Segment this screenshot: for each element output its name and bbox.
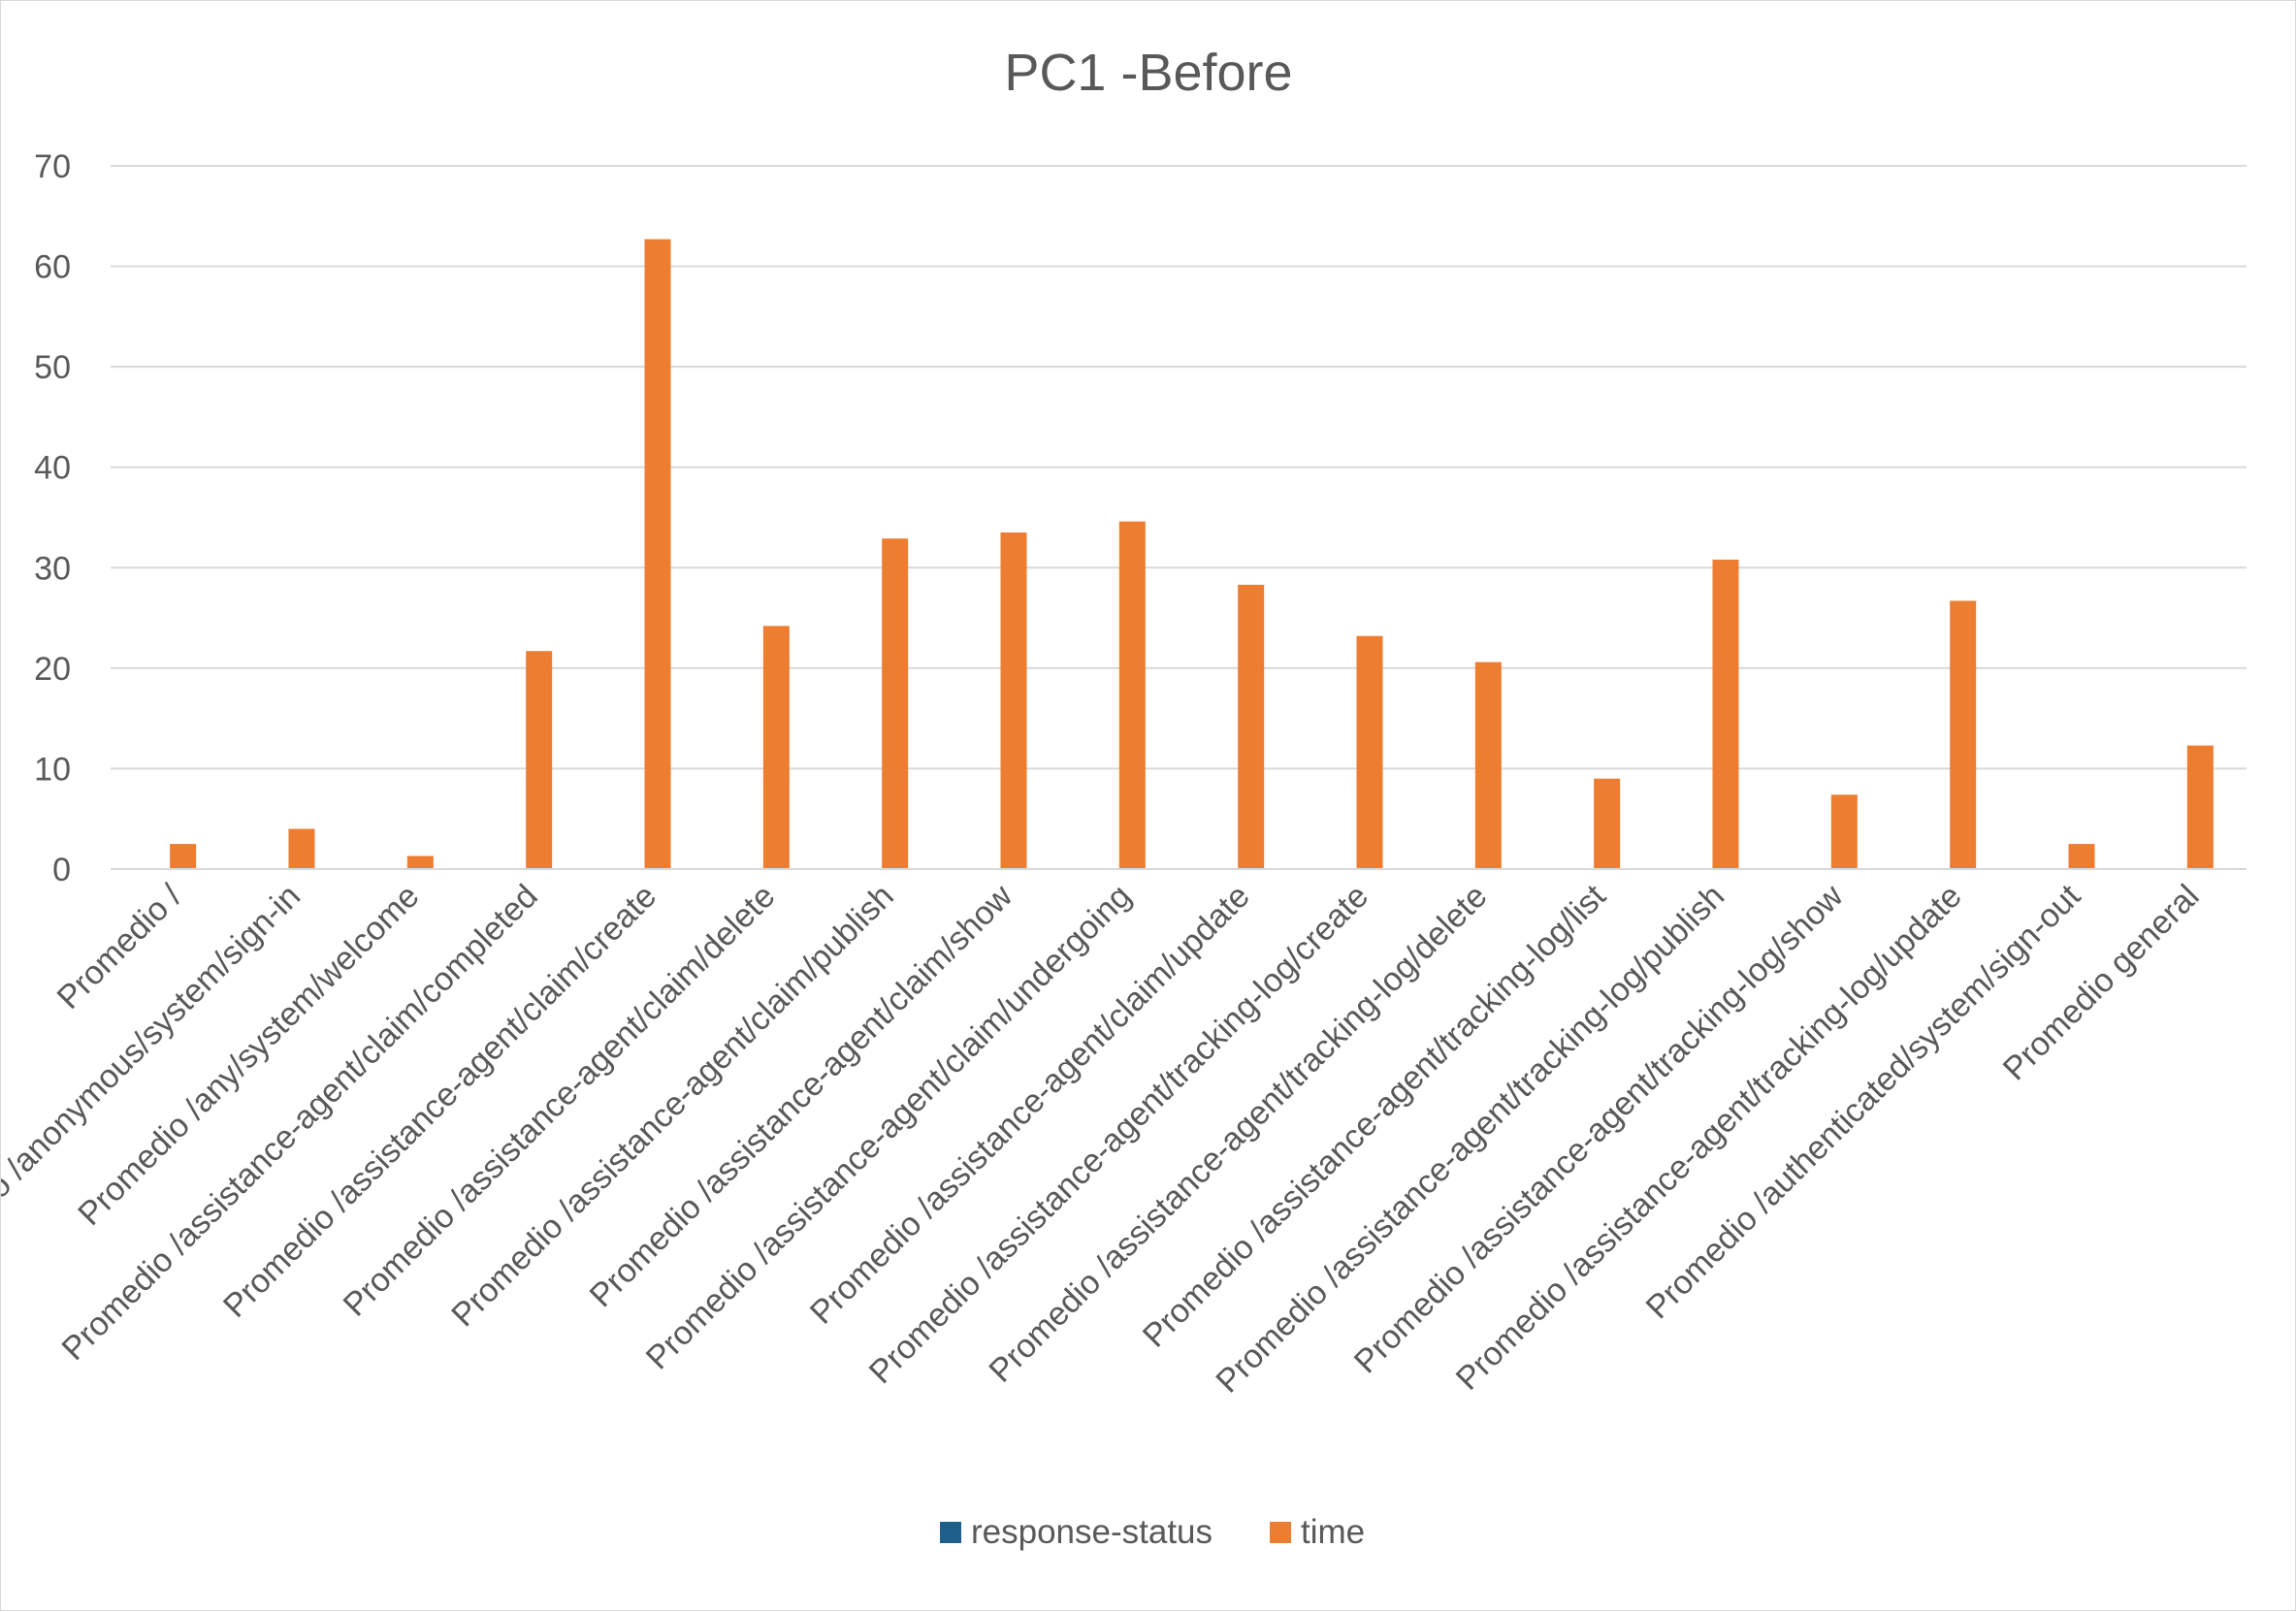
bar-time — [170, 844, 197, 869]
bar-time — [1712, 560, 1739, 869]
bar-time — [1830, 794, 1858, 869]
y-tick-label: 10 — [34, 751, 71, 788]
bar-time — [644, 239, 671, 869]
y-tick-label: 70 — [34, 148, 71, 185]
bar-time — [1118, 521, 1146, 869]
x-category-label: Promedio /assistance-agent/claim/publish — [444, 878, 901, 1335]
legend-swatch — [940, 1522, 961, 1543]
bar-time — [1594, 778, 1621, 869]
bar-time — [2068, 844, 2095, 869]
bar-time — [1238, 584, 1265, 869]
x-category-label: Promedio /assistance-agent/claim/update — [803, 878, 1257, 1332]
x-category-label: Promedio /authenticated/system/sign-out — [1639, 877, 2088, 1326]
bar-time — [2186, 745, 2214, 869]
bar-time — [406, 855, 434, 869]
y-tick-label: 30 — [34, 550, 71, 587]
y-tick-label: 60 — [34, 249, 71, 286]
y-tick-label: 40 — [34, 450, 71, 487]
x-category-label: Promedio /assistance-agent/claim/delete — [337, 878, 783, 1324]
bar-time — [526, 651, 553, 869]
bar-time — [288, 828, 315, 869]
legend-label: time — [1301, 1513, 1365, 1551]
legend: response-status time — [940, 1513, 1365, 1551]
x-category-label: Promedio /assistance-agent/claim/show — [583, 877, 1020, 1314]
y-tick-label: 20 — [34, 651, 71, 688]
legend-swatch — [1270, 1522, 1291, 1543]
x-category-label: Promedio /anonymous/system/sign-in — [1, 878, 307, 1293]
chart-title: PC1 -Before — [1004, 44, 1292, 102]
gridlines — [111, 165, 2247, 770]
legend-label: response-status — [971, 1513, 1213, 1551]
bar-time — [1474, 661, 1502, 869]
bar-time — [882, 538, 909, 869]
bar-time — [762, 626, 790, 869]
bar-time — [1356, 635, 1383, 869]
y-axis-ticks: 0 10 20 30 40 50 60 70 — [34, 148, 71, 888]
x-category-label: Promedio general — [1996, 878, 2207, 1088]
y-tick-label: 50 — [34, 349, 71, 386]
y-tick-label: 0 — [52, 852, 71, 888]
bars — [170, 239, 2214, 869]
bar-time — [1000, 532, 1027, 869]
bar-time — [1950, 600, 1977, 869]
x-category-label: Promedio /assistance-agent/claim/create — [216, 878, 663, 1325]
x-axis-category-labels: Promedio /Promedio /anonymous/system/sig… — [1, 877, 2206, 1400]
